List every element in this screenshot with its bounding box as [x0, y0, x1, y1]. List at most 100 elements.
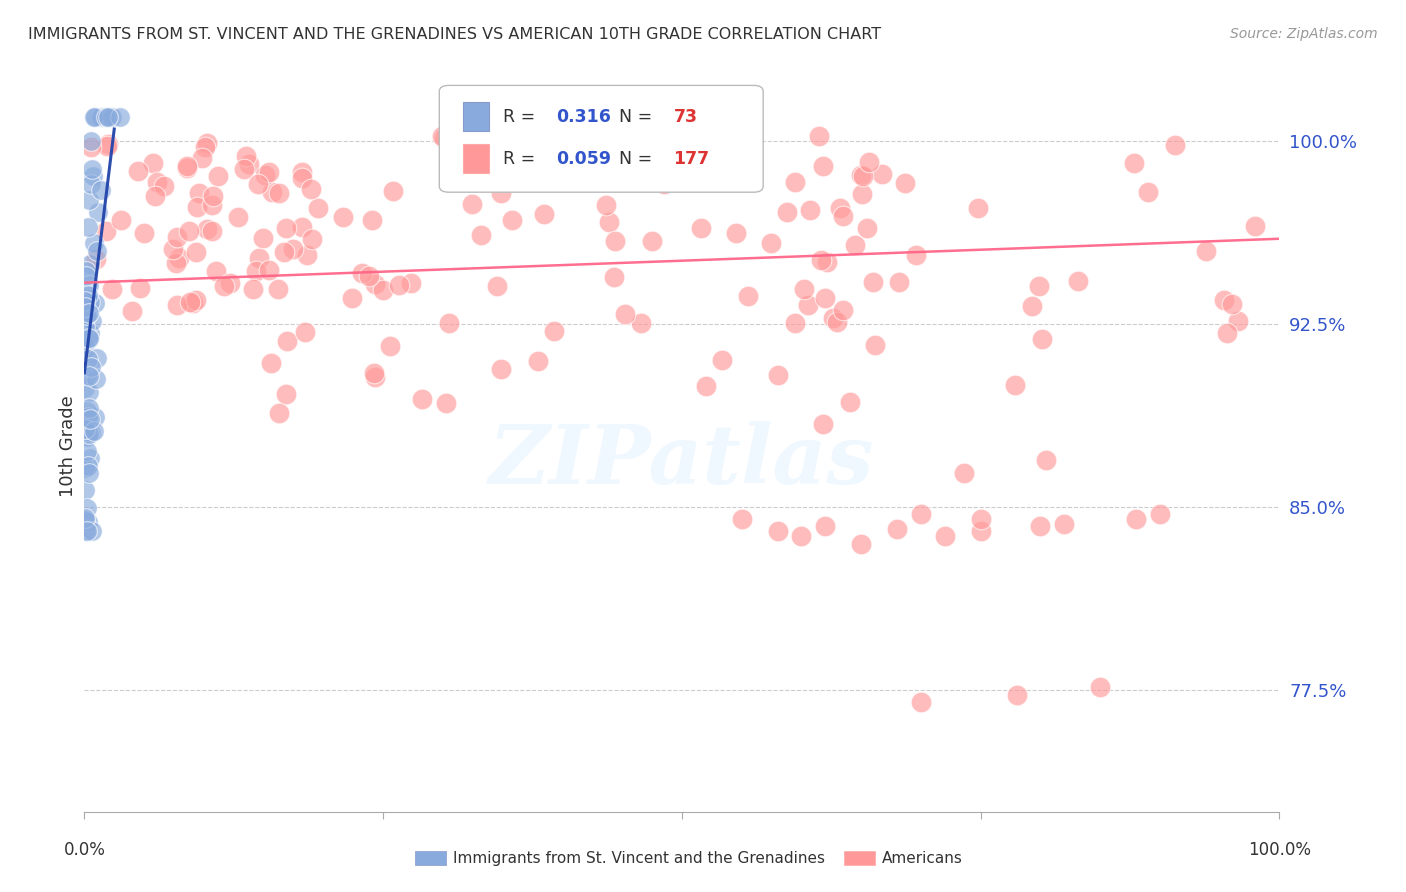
Point: [267, 186, 290, 200]
Point: [77, 331, 100, 345]
Point: [77, 401, 100, 415]
Point: [75, 422, 97, 436]
Point: [207, 169, 229, 183]
Point: [176, 161, 198, 175]
Point: [831, 302, 853, 317]
Point: [1090, 681, 1112, 695]
Point: [166, 298, 188, 312]
Point: [297, 248, 319, 262]
Point: [332, 210, 354, 224]
Point: [790, 529, 813, 543]
Point: [605, 234, 627, 248]
Point: [710, 353, 733, 368]
Point: [527, 354, 550, 368]
Point: [77, 219, 100, 234]
Point: [89, 183, 111, 197]
Point: [73, 483, 96, 497]
Text: Immigrants from St. Vincent and the Grenadines: Immigrants from St. Vincent and the Gren…: [453, 851, 825, 865]
Text: R =: R =: [503, 108, 540, 126]
Point: [79, 139, 101, 153]
Point: [489, 361, 512, 376]
Point: [80, 360, 103, 375]
Point: [73, 308, 96, 322]
Point: [83, 295, 105, 310]
Point: [97, 137, 120, 152]
Point: [219, 276, 242, 290]
Point: [79, 257, 101, 271]
Point: [844, 237, 866, 252]
Point: [79, 326, 101, 340]
Point: [76, 500, 98, 515]
Point: [245, 264, 267, 278]
Point: [235, 149, 257, 163]
Point: [90, 110, 112, 124]
Point: [1125, 512, 1147, 526]
Point: [75, 524, 97, 539]
Point: [75, 264, 97, 278]
Point: [851, 536, 873, 550]
Point: [184, 244, 207, 259]
Point: [828, 201, 851, 215]
Point: [1216, 326, 1239, 341]
Point: [470, 227, 492, 242]
Point: [1164, 138, 1187, 153]
Point: [967, 201, 990, 215]
Point: [232, 162, 254, 177]
Point: [80, 425, 103, 440]
Point: [887, 275, 910, 289]
Point: [201, 198, 224, 212]
Point: [83, 409, 105, 424]
Point: [94, 224, 117, 238]
Point: [731, 512, 754, 526]
Point: [1029, 519, 1052, 533]
Point: [73, 513, 96, 527]
Point: [301, 232, 323, 246]
Point: [613, 307, 636, 321]
Point: [201, 224, 224, 238]
Point: [252, 231, 274, 245]
Point: [91, 110, 114, 124]
Point: [856, 221, 879, 235]
Point: [851, 187, 873, 202]
Point: [76, 524, 98, 539]
Point: [814, 291, 837, 305]
Point: [87, 205, 110, 219]
Point: [350, 266, 373, 280]
Point: [176, 160, 198, 174]
Point: [363, 366, 385, 380]
Point: [290, 171, 312, 186]
Point: [82, 314, 104, 328]
Point: [75, 301, 97, 315]
Point: [195, 222, 218, 236]
Text: 0.316: 0.316: [557, 108, 612, 126]
Point: [838, 395, 860, 409]
Point: [273, 245, 295, 260]
Point: [851, 168, 873, 182]
FancyBboxPatch shape: [439, 86, 763, 192]
Point: [815, 255, 838, 269]
Point: [291, 219, 314, 234]
Point: [77, 410, 100, 425]
Point: [77, 515, 100, 529]
Point: [1005, 688, 1028, 702]
Point: [73, 381, 96, 395]
Point: [491, 186, 513, 201]
Point: [340, 291, 363, 305]
Point: [276, 334, 298, 349]
Point: [177, 224, 200, 238]
Point: [201, 189, 224, 203]
Point: [766, 524, 789, 539]
Point: [821, 310, 844, 325]
Point: [364, 370, 387, 384]
Point: [97, 110, 120, 124]
Point: [1053, 516, 1076, 531]
Text: N =: N =: [607, 150, 658, 168]
Point: [143, 189, 166, 203]
Point: [640, 234, 662, 248]
Point: [501, 212, 523, 227]
Point: [96, 110, 118, 124]
Point: [1213, 293, 1236, 308]
Point: [1067, 274, 1090, 288]
Point: [146, 175, 169, 189]
Point: [94, 110, 117, 124]
